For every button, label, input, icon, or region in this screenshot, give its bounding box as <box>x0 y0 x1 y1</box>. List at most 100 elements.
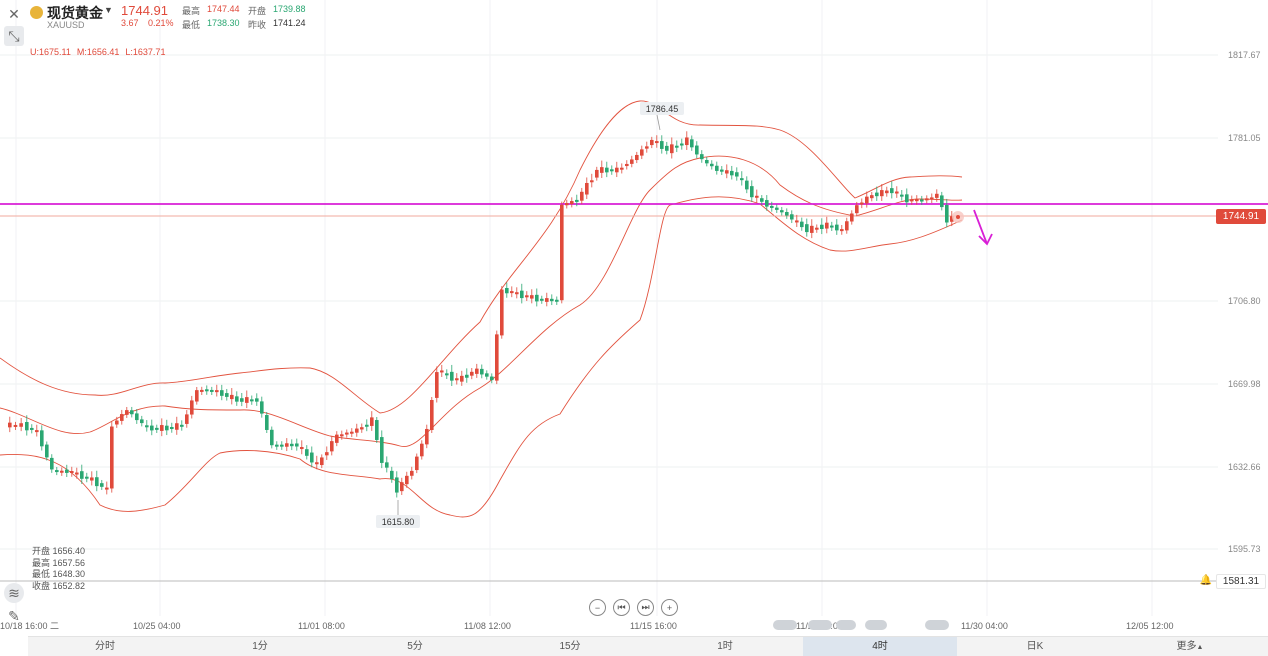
candle-body <box>560 204 564 301</box>
candle-body <box>640 149 644 156</box>
chevron-down-icon[interactable]: ▼ <box>104 5 113 15</box>
candle-body <box>490 376 494 381</box>
candle-body <box>675 145 679 148</box>
candle-body <box>65 469 69 473</box>
candle-body <box>205 389 209 392</box>
candle-body <box>55 470 59 473</box>
zoom-in-button[interactable]: + <box>661 599 678 616</box>
open-label: 开盘 <box>248 6 267 16</box>
candle-body <box>900 194 904 197</box>
tab-timeframe-1m[interactable]: 1分 <box>252 641 268 652</box>
ohlc-high: 最高 1657.56 <box>32 557 86 568</box>
candle-body <box>30 427 34 430</box>
tab-timeframe-daily[interactable]: 日K <box>1026 641 1044 652</box>
candle-body <box>365 424 369 427</box>
candle-body <box>565 203 569 206</box>
candle-body <box>830 225 834 228</box>
open-value: 1739.88 <box>273 4 306 14</box>
tab-timeframe-tick[interactable]: 分时 <box>95 641 115 652</box>
candle-body <box>230 394 234 400</box>
tab-timeframe-15m[interactable]: 15分 <box>559 641 581 652</box>
scroll-right-button[interactable]: ⏭ <box>637 599 654 616</box>
candle-body <box>850 213 854 222</box>
candle-body <box>275 444 279 447</box>
candle-body <box>155 427 159 430</box>
tab-timeframe-4h[interactable]: 4时 <box>803 637 957 656</box>
draw-pen-icon[interactable]: ✎ <box>8 607 20 624</box>
candle-body <box>835 224 839 231</box>
candle-body <box>40 430 44 447</box>
candle-body <box>745 180 749 190</box>
current-price-tag: 1744.91 <box>1216 209 1266 224</box>
candle-body <box>160 425 164 431</box>
candle-body <box>200 389 204 392</box>
candle-body <box>470 371 474 376</box>
candle-body <box>385 462 389 468</box>
candle-body <box>655 141 659 144</box>
candle-body <box>525 295 529 298</box>
price-axis-label: 1595.73 <box>1228 544 1261 554</box>
price-axis-label: 1781.05 <box>1228 133 1261 143</box>
candle-body <box>780 210 784 213</box>
time-axis-label: 10/18 16:00 二 <box>0 621 59 631</box>
symbol-name[interactable]: 现货黄金 <box>47 5 103 21</box>
peak-annotation: 1786.45 <box>640 102 684 131</box>
candle-body <box>95 477 99 487</box>
candle-body <box>170 427 174 430</box>
candle-body <box>485 373 489 377</box>
scroll-left-button[interactable]: ⏮ <box>613 599 630 616</box>
alert-price-tag[interactable]: 1581.31 <box>1216 574 1266 589</box>
candle-body <box>35 430 39 433</box>
bollinger-bands <box>0 100 963 518</box>
candle-body <box>605 167 609 173</box>
close-icon[interactable]: ✕ <box>8 5 20 22</box>
ohlc-info-box: 开盘 1656.40 最高 1657.56 最低 1648.30 收盘 1652… <box>32 546 85 593</box>
candle-body <box>115 420 119 425</box>
candle-body <box>190 400 194 415</box>
candle-body <box>750 186 754 198</box>
candle-body <box>395 477 399 493</box>
zoom-out-button[interactable]: − <box>589 599 606 616</box>
high-label: 最高 <box>182 6 201 16</box>
candle-body <box>210 389 214 392</box>
candle-body <box>235 396 239 402</box>
candle-body <box>460 375 464 382</box>
candle-body <box>555 299 559 302</box>
candle-body <box>500 289 504 336</box>
svg-text:1615.80: 1615.80 <box>382 517 415 527</box>
candlestick-chart[interactable]: 1786.45 1615.80 1817.67 1781.05 1706.80 … <box>0 0 1268 636</box>
candle-body <box>575 199 579 202</box>
candle-body <box>185 414 189 424</box>
layers-icon[interactable]: ≋ <box>4 583 24 603</box>
candle-body <box>615 167 619 173</box>
tab-timeframe-1h[interactable]: 1时 <box>717 641 733 652</box>
quote-header: 现货黄金 ▼ XAUUSD 1744.91 3.67 0.21% 最高 1747… <box>28 0 628 34</box>
candle-body <box>90 477 94 481</box>
candle-body <box>600 167 604 173</box>
candle-body <box>280 444 284 447</box>
candle-body <box>725 170 729 174</box>
boll-middle: M:1656.41 <box>76 47 120 57</box>
candle-body <box>250 399 254 402</box>
alert-bell-icon[interactable]: 🔔 <box>1199 575 1213 586</box>
candle-body <box>610 169 614 172</box>
candle-body <box>540 298 544 301</box>
candle-body <box>310 452 314 463</box>
candle-body <box>420 443 424 457</box>
candle-body <box>790 214 794 220</box>
tab-timeframe-more[interactable]: 更多▲ <box>1113 637 1267 656</box>
crosshair-icon[interactable]: ⤡ <box>4 26 24 46</box>
symbol-code: XAUUSD <box>47 20 85 30</box>
candle-body <box>135 413 139 421</box>
candle-body <box>885 190 889 194</box>
candle-body <box>305 449 309 456</box>
tab-timeframe-5m[interactable]: 5分 <box>407 641 423 652</box>
candle-body <box>870 195 874 199</box>
candle-body <box>860 202 864 205</box>
candle-body <box>145 425 149 428</box>
candle-body <box>315 462 319 465</box>
candle-body <box>650 139 654 146</box>
candle-body <box>70 471 74 474</box>
candle-body <box>380 437 384 463</box>
candle-body <box>455 378 459 381</box>
